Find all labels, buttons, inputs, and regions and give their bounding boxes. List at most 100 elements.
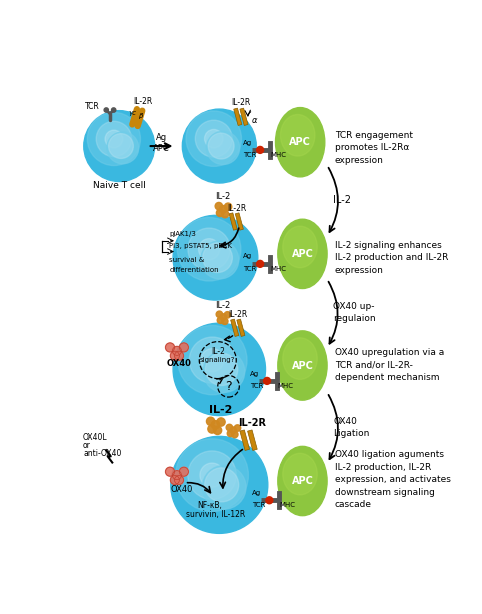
Circle shape xyxy=(105,130,123,148)
Circle shape xyxy=(195,120,232,157)
Bar xyxy=(240,430,250,451)
Text: IL-2: IL-2 xyxy=(215,192,231,201)
Ellipse shape xyxy=(283,453,317,495)
Circle shape xyxy=(234,425,241,431)
Text: IL-2: IL-2 xyxy=(209,405,232,415)
Text: TCR: TCR xyxy=(85,102,100,111)
Text: TCR: TCR xyxy=(243,266,256,272)
Text: Ag: Ag xyxy=(243,254,252,260)
Circle shape xyxy=(215,203,223,210)
Circle shape xyxy=(165,343,174,352)
Circle shape xyxy=(96,122,132,157)
Circle shape xyxy=(174,475,184,484)
Text: PI3, pSTAT5, pERK: PI3, pSTAT5, pERK xyxy=(169,244,232,249)
Ellipse shape xyxy=(278,446,327,516)
Text: TCR: TCR xyxy=(250,383,264,389)
Circle shape xyxy=(202,465,246,509)
Circle shape xyxy=(225,203,232,211)
Circle shape xyxy=(173,346,181,356)
Circle shape xyxy=(231,431,238,438)
Text: OX40
Ligation: OX40 Ligation xyxy=(333,417,370,438)
Circle shape xyxy=(177,217,241,281)
Circle shape xyxy=(230,427,236,433)
Circle shape xyxy=(189,337,236,383)
Text: MHC: MHC xyxy=(270,266,286,272)
Text: survivin, IL-12R: survivin, IL-12R xyxy=(186,510,245,519)
Ellipse shape xyxy=(276,107,325,177)
Text: APC: APC xyxy=(289,137,311,147)
Bar xyxy=(234,108,242,125)
Text: OX40 ligation aguments
IL-2 production, IL-2R
expression, and activates
downstre: OX40 ligation aguments IL-2 production, … xyxy=(335,450,451,509)
Circle shape xyxy=(219,206,227,213)
Circle shape xyxy=(188,451,236,499)
Ellipse shape xyxy=(281,114,315,156)
Circle shape xyxy=(216,311,223,317)
Text: APC: APC xyxy=(292,249,313,259)
Text: γc: γc xyxy=(128,111,136,116)
Circle shape xyxy=(170,351,179,360)
Text: differentiation: differentiation xyxy=(169,266,219,273)
Ellipse shape xyxy=(283,338,317,379)
Circle shape xyxy=(222,318,228,325)
Text: or: or xyxy=(83,441,91,450)
Text: TCR: TCR xyxy=(253,502,266,508)
Text: APC: APC xyxy=(292,476,313,486)
Circle shape xyxy=(87,112,140,166)
Circle shape xyxy=(188,228,230,270)
Text: IL-2: IL-2 xyxy=(211,347,225,356)
Text: IL-2R: IL-2R xyxy=(232,98,251,107)
Circle shape xyxy=(206,417,215,426)
Circle shape xyxy=(108,134,134,158)
Circle shape xyxy=(201,349,224,371)
Circle shape xyxy=(224,312,231,318)
Circle shape xyxy=(186,111,241,166)
Text: OX40 up-
regulaion: OX40 up- regulaion xyxy=(333,302,376,323)
Bar xyxy=(235,213,243,230)
Bar xyxy=(229,213,237,230)
Circle shape xyxy=(205,468,239,502)
Ellipse shape xyxy=(283,226,317,268)
Circle shape xyxy=(165,467,174,476)
Text: MHC: MHC xyxy=(280,502,295,508)
Text: OX40L: OX40L xyxy=(83,433,107,442)
Circle shape xyxy=(216,209,224,217)
Text: IL-2: IL-2 xyxy=(333,195,351,205)
Circle shape xyxy=(104,108,108,112)
Text: α: α xyxy=(252,116,257,125)
Circle shape xyxy=(208,133,234,159)
Text: OX40 upregulation via a
TCR and/or IL-2R-
dependent mechanism: OX40 upregulation via a TCR and/or IL-2R… xyxy=(335,348,444,382)
Text: IL-2 signaling enhances
IL-2 production and IL-2R
expression: IL-2 signaling enhances IL-2 production … xyxy=(335,241,448,275)
Text: NF-κB,: NF-κB, xyxy=(198,501,223,510)
Circle shape xyxy=(211,421,220,429)
Circle shape xyxy=(206,131,240,165)
Circle shape xyxy=(171,437,268,534)
Circle shape xyxy=(264,378,270,384)
Circle shape xyxy=(179,343,188,352)
Circle shape xyxy=(220,314,227,321)
Circle shape xyxy=(175,439,248,511)
Circle shape xyxy=(256,147,264,154)
Circle shape xyxy=(200,463,224,488)
Text: anti-OX40: anti-OX40 xyxy=(83,449,121,457)
Text: IL-2: IL-2 xyxy=(215,301,231,309)
Circle shape xyxy=(221,211,228,218)
Ellipse shape xyxy=(278,331,327,400)
Circle shape xyxy=(170,475,179,484)
Circle shape xyxy=(217,317,224,324)
Text: Ag: Ag xyxy=(250,370,259,376)
Text: OX40: OX40 xyxy=(171,485,193,494)
Text: APC: APC xyxy=(153,144,170,154)
Circle shape xyxy=(199,239,220,260)
Text: Ag: Ag xyxy=(253,490,262,496)
Circle shape xyxy=(226,424,233,431)
Circle shape xyxy=(111,108,116,112)
Text: Ag: Ag xyxy=(243,139,252,146)
Circle shape xyxy=(217,418,225,426)
Text: MHC: MHC xyxy=(270,152,286,158)
Circle shape xyxy=(173,216,258,300)
Text: Naive T cell: Naive T cell xyxy=(93,181,146,190)
Text: TCR: TCR xyxy=(243,152,256,158)
Text: IL-2R: IL-2R xyxy=(227,204,246,212)
Circle shape xyxy=(227,430,234,437)
Circle shape xyxy=(107,132,139,164)
